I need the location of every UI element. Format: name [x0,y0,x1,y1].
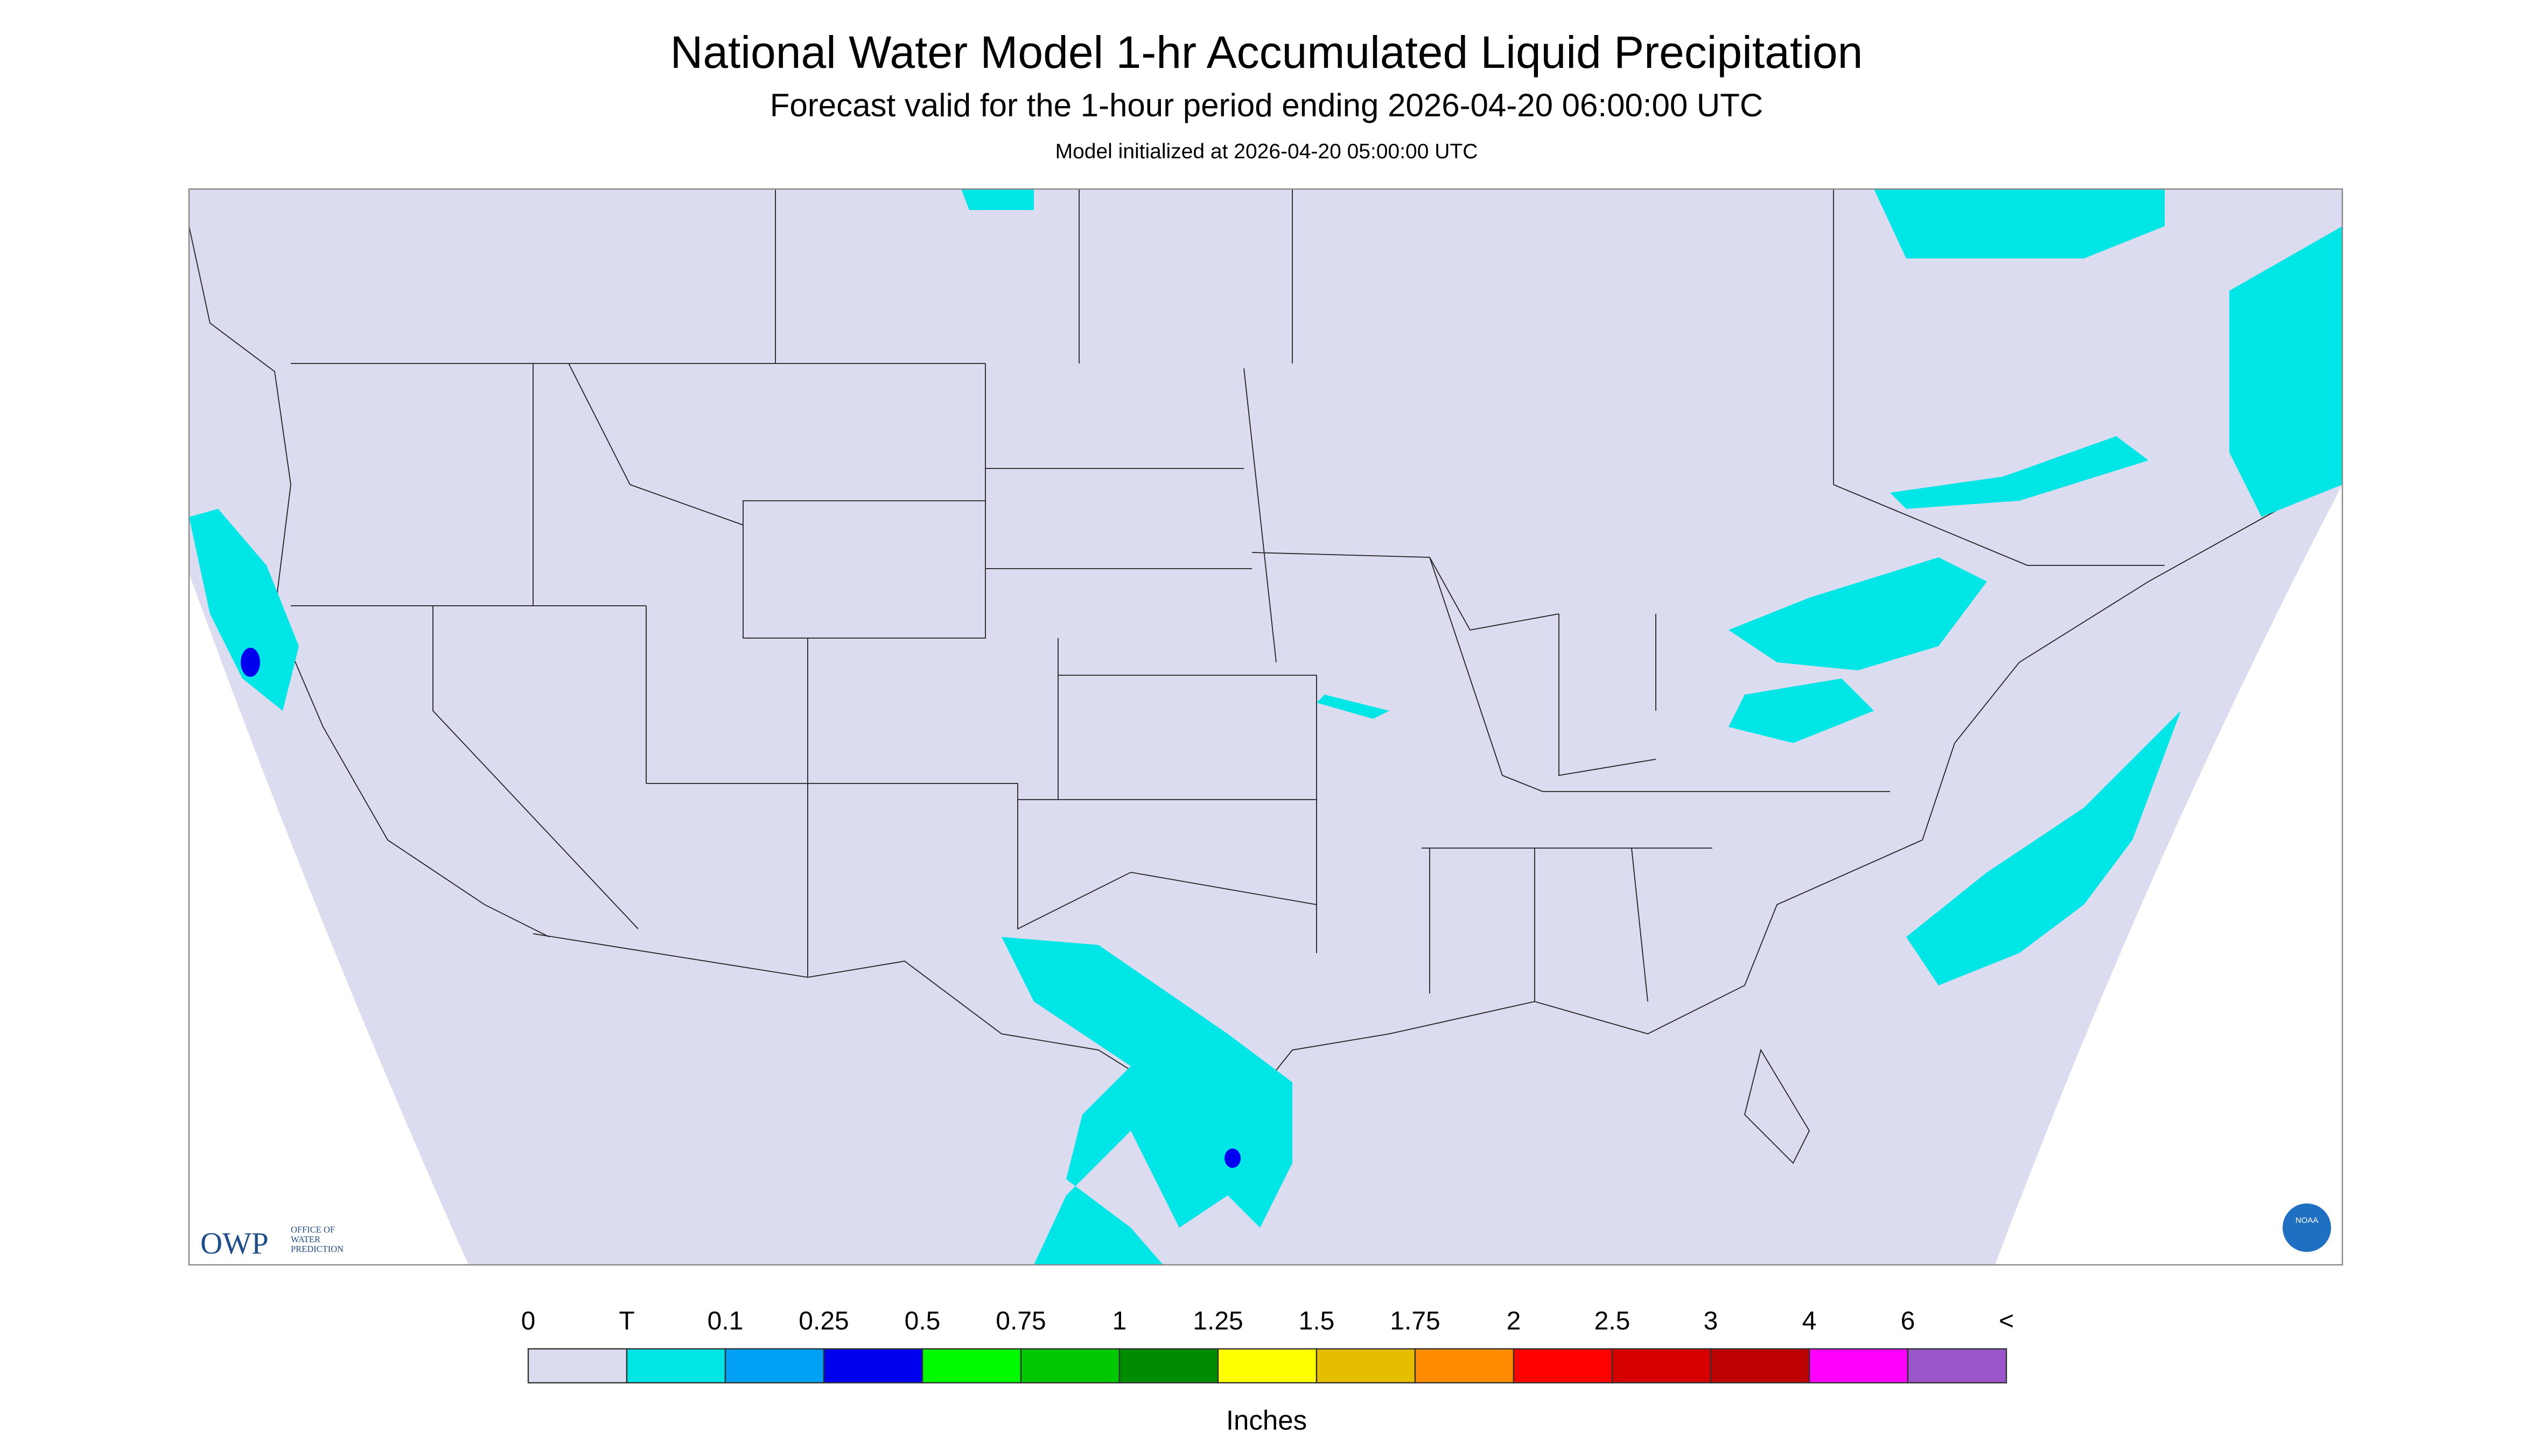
legend-unit: Inches [1226,1405,1307,1436]
legend-label: 2 [1507,1307,1521,1335]
owp-logo: OWP [200,1227,269,1261]
legend-label: T [619,1307,634,1335]
map-frame [188,188,2343,1266]
owp-subtext: OFFICE OF [291,1224,335,1235]
legend-swatch [724,1348,825,1384]
legend-label: 6 [1901,1307,1915,1335]
domain [189,189,2342,1265]
legend-swatch [1611,1348,1712,1384]
legend-swatch [1808,1348,1909,1384]
legend-swatch [1710,1348,1810,1384]
legend-swatch [1513,1348,1613,1384]
legend-label: 0 [521,1307,536,1335]
legend-label: 2.5 [1594,1307,1631,1335]
legend-swatch [1217,1348,1318,1384]
legend-label: 1.75 [1390,1307,1440,1335]
owp-subtext: PREDICTION [291,1244,344,1254]
legend-label: 0.25 [799,1307,849,1335]
legend-swatch [1316,1348,1416,1384]
legend-swatch [527,1348,628,1384]
init-time: Model initialized at 2026-04-20 05:00:00… [1055,140,1478,163]
legend-swatch [1118,1348,1219,1384]
noaa-logo-text: NOAA [2296,1216,2319,1225]
noaa-logo [2283,1203,2331,1252]
legend-swatch [1907,1348,2007,1384]
map-area: OWP OFFICE OF WATER PREDICTION NOAA [188,188,2343,1266]
legend-swatch [626,1348,726,1384]
legend-label: 0.75 [996,1307,1046,1335]
legend-label: 1.5 [1299,1307,1335,1335]
owp-subtext: WATER [291,1234,320,1244]
legend-label: 3 [1704,1307,1718,1335]
legend-swatch [823,1348,923,1384]
legend: 0 T 0.1 0.25 0.5 0.75 1 1.25 1.5 1.75 2 2.5 3 4 6 < [521,1307,2014,1384]
precip-cyan [189,189,2342,1265]
precip-heavy [241,648,1241,1168]
legend-label: 0.5 [905,1307,941,1335]
legend-label: 4 [1802,1307,1817,1335]
legend-label: < [1999,1307,2014,1335]
legend-label: 1 [1112,1307,1127,1335]
boundaries [188,189,2294,1164]
legend-swatch [921,1348,1022,1384]
legend-label: 0.1 [708,1307,744,1335]
subtitle: Forecast valid for the 1-hour period end… [770,87,1763,123]
legend-swatch [1020,1348,1121,1384]
legend-label: 1.25 [1193,1307,1243,1335]
title: National Water Model 1-hr Accumulated Li… [670,27,1863,78]
legend-swatch [1414,1348,1515,1384]
